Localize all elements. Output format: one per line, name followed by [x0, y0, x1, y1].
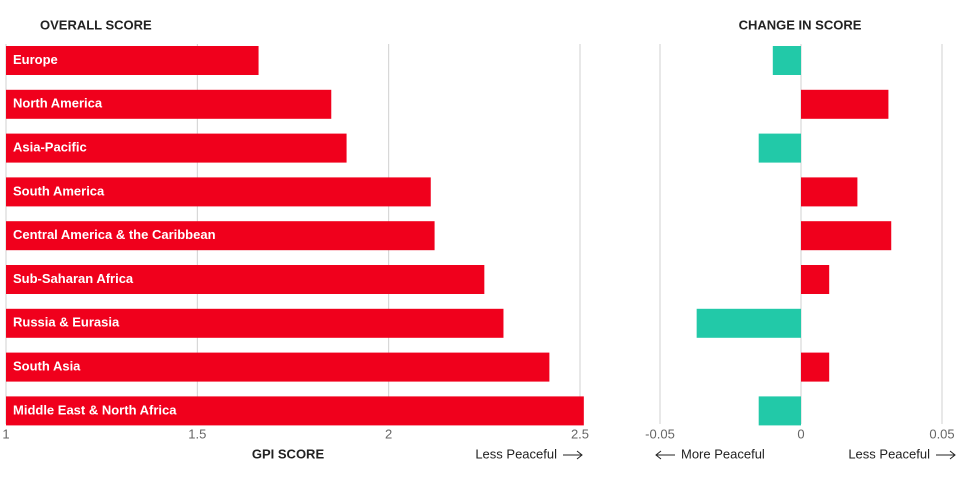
bar	[6, 396, 584, 426]
bar	[758, 133, 801, 163]
bar	[6, 265, 485, 294]
category-label: Sub-Saharan Africa	[13, 271, 134, 286]
category-label: South America	[13, 183, 105, 198]
bar	[6, 133, 347, 163]
x-tick-label: 0	[797, 426, 804, 441]
category-label: Central America & the Caribbean	[13, 227, 216, 242]
arrow	[655, 450, 675, 460]
x-tick-label: 1.5	[188, 426, 206, 441]
category-label: Russia & Eurasia	[13, 315, 120, 330]
bar	[6, 352, 550, 382]
bar	[696, 308, 801, 338]
x-tick-label: 2.5	[571, 426, 589, 441]
x-tick-label: 1	[2, 426, 9, 441]
category-label: North America	[13, 96, 103, 111]
bar	[801, 265, 830, 294]
category-label: Europe	[13, 52, 58, 67]
bar	[6, 308, 504, 338]
x-tick-label: -0.05	[645, 426, 675, 441]
bar	[801, 352, 830, 382]
bar	[6, 46, 259, 75]
category-label: Middle East & North Africa	[13, 402, 177, 417]
arrow	[936, 450, 956, 460]
x-axis-title: GPI SCORE	[252, 446, 325, 461]
bar	[801, 221, 892, 251]
arrow	[563, 450, 583, 460]
bar	[758, 396, 801, 426]
annotation: Less Peaceful	[848, 446, 930, 461]
x-tick-label: 0.05	[929, 426, 954, 441]
right-title: CHANGE IN SCORE	[739, 17, 862, 32]
annotation: Less Peaceful	[475, 446, 557, 461]
category-label: South Asia	[13, 359, 81, 374]
bar	[6, 177, 431, 207]
left-title: OVERALL SCORE	[40, 17, 152, 32]
bar	[801, 89, 889, 119]
category-label: Asia-Pacific	[13, 140, 87, 155]
bar	[6, 89, 332, 119]
bar	[772, 46, 801, 75]
bar	[801, 177, 858, 207]
x-tick-label: 2	[385, 426, 392, 441]
bar	[6, 221, 435, 251]
annotation: More Peaceful	[681, 446, 765, 461]
